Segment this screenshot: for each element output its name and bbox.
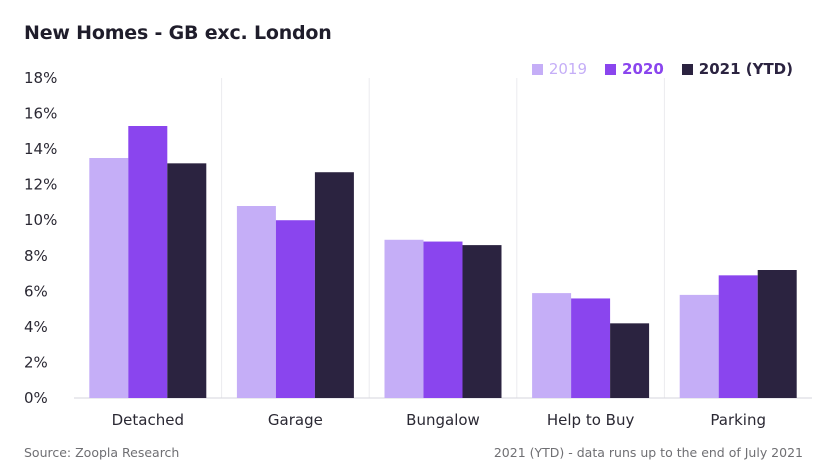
y-tick-label: 8% — [24, 247, 48, 265]
y-tick-label: 6% — [24, 282, 48, 300]
legend-label-2019: 2019 — [548, 60, 588, 78]
legend-item-2021: 2021 (YTD) — [681, 60, 793, 78]
x-tick-label: Bungalow — [406, 411, 480, 429]
bar-2019-garage — [236, 206, 276, 398]
y-tick-label: 10% — [24, 211, 57, 229]
x-tick-label: Parking — [710, 411, 766, 429]
bar-2019-bungalow — [384, 239, 424, 398]
bar-2021ytd-detached — [167, 163, 207, 398]
legend-swatch-2019 — [531, 63, 543, 75]
legend-item-2019: 2019 — [531, 60, 588, 78]
legend: 2019 2020 2021 (YTD) — [531, 60, 793, 78]
legend-swatch-2020 — [605, 63, 617, 75]
x-tick-label: Garage — [268, 411, 323, 429]
legend-item-2020: 2020 — [605, 60, 664, 78]
legend-label-2021: 2021 (YTD) — [698, 60, 793, 78]
bar-2021ytd-garage — [314, 172, 354, 398]
y-tick-label: 18% — [24, 69, 57, 87]
legend-label-2020: 2020 — [622, 60, 664, 78]
y-tick-label: 2% — [24, 353, 48, 371]
chart-title: New Homes - GB exc. London — [24, 22, 332, 44]
bar-2019-detached — [89, 158, 129, 398]
x-tick-label: Help to Buy — [547, 411, 635, 429]
bar-2020-parking — [718, 275, 758, 398]
bar-2021ytd-parking — [757, 270, 797, 398]
bar-2021ytd-bungalow — [462, 245, 502, 398]
bar-2019-help-to-buy — [532, 293, 572, 398]
y-tick-label: 14% — [24, 140, 57, 158]
bar-2020-help-to-buy — [571, 298, 611, 398]
y-tick-label: 4% — [24, 318, 48, 336]
bar-2020-garage — [275, 220, 315, 398]
data-note: 2021 (YTD) - data runs up to the end of … — [493, 445, 803, 460]
y-tick-label: 12% — [24, 176, 57, 194]
legend-swatch-2021 — [681, 63, 693, 75]
y-tick-label: 0% — [24, 389, 48, 407]
x-tick-label: Detached — [112, 411, 184, 429]
y-tick-label: 16% — [24, 105, 57, 123]
bar-2019-parking — [679, 294, 719, 398]
bar-2021ytd-help-to-buy — [610, 323, 650, 398]
source-note: Source: Zoopla Research — [24, 445, 180, 460]
bar-2020-detached — [128, 126, 168, 398]
bar-2020-bungalow — [423, 241, 463, 398]
